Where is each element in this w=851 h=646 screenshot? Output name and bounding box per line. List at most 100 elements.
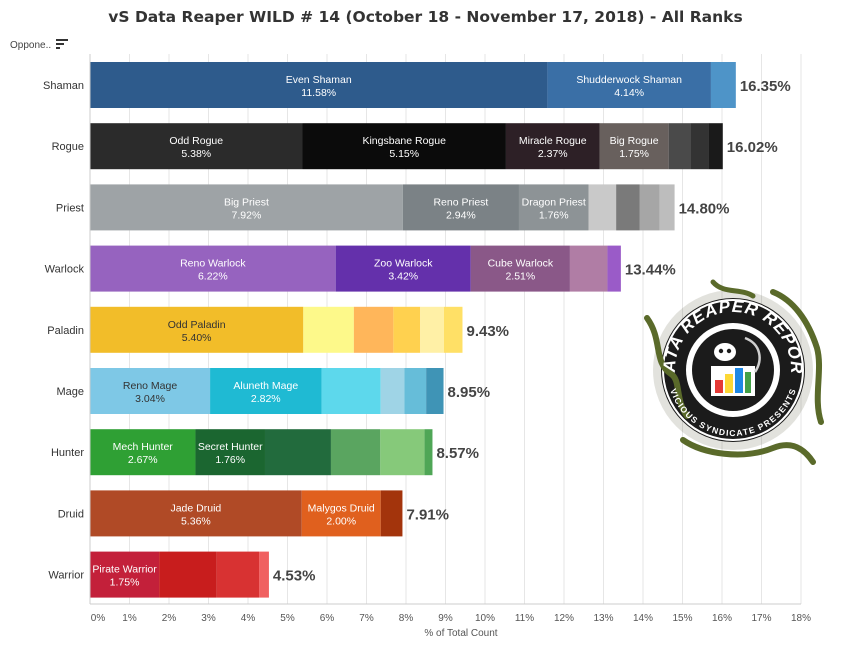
bar-segment: [90, 551, 160, 598]
segment-value-label: 5.36%: [181, 515, 211, 527]
segment-value-label: 1.75%: [619, 148, 649, 160]
segment-value-label: 5.38%: [181, 148, 211, 160]
data-reaper-logo: DATA REAPER REPORT VICIOUS SYNDICATE PRE…: [644, 279, 824, 465]
bar-segment: [321, 368, 381, 414]
logo-bar-chart-icon: [711, 366, 755, 396]
bar-segment: [380, 429, 425, 476]
logo-reaper-icon: [714, 336, 761, 373]
segment-name-label: Big Rogue: [610, 135, 659, 147]
x-tick-label: 18%: [791, 613, 811, 624]
bar-segment: [195, 429, 265, 476]
segment-name-label: Secret Hunter: [198, 441, 263, 453]
segment-value-label: 2.00%: [326, 515, 356, 527]
bar-segment: [402, 184, 519, 231]
bar-segment: [426, 368, 444, 414]
x-tick-label: 10%: [475, 613, 495, 624]
segment-name-label: Miracle Rogue: [519, 135, 587, 147]
bar-segment: [90, 245, 336, 292]
segment-value-label: 5.40%: [182, 332, 212, 344]
bar-segment: [335, 245, 471, 292]
segment-name-label: Malygos Druid: [308, 502, 375, 514]
category-label: Rogue: [52, 141, 84, 153]
bar-segment: [420, 306, 444, 353]
segment-name-label: Mech Hunter: [113, 441, 174, 453]
segment-value-label: 7.92%: [232, 209, 262, 221]
bar-segment: [210, 368, 322, 414]
segment-name-label: Odd Paladin: [168, 319, 226, 331]
bar-segment: [690, 123, 709, 170]
x-tick-label: 14%: [633, 613, 653, 624]
segment-value-label: 1.75%: [110, 577, 140, 589]
category-label: Warlock: [45, 264, 85, 276]
segment-name-label: Odd Rogue: [169, 135, 223, 147]
vine-right: [770, 289, 824, 425]
segment-value-label: 4.14%: [614, 87, 644, 99]
bar-segment: [404, 368, 427, 414]
opponent-column-header[interactable]: Oppone..: [10, 40, 52, 51]
segment-name-label: Kingsbane Rogue: [362, 135, 446, 147]
segment-name-label: Reno Warlock: [180, 258, 246, 270]
chart-title: vS Data Reaper WILD # 14 (October 18 - N…: [108, 8, 743, 26]
bar-segment: [443, 306, 463, 353]
bar-segment: [659, 184, 675, 231]
segment-name-label: Even Shaman: [286, 74, 352, 86]
segment-value-label: 5.15%: [389, 148, 419, 160]
bar-segment: [90, 368, 211, 414]
bar-segment: [424, 429, 433, 476]
bar-segment: [259, 551, 269, 598]
total-label: 9.43%: [466, 323, 509, 340]
segment-name-label: Big Priest: [224, 196, 269, 208]
total-label: 4.53%: [273, 568, 316, 585]
total-label: 13.44%: [625, 262, 676, 279]
total-label: 16.02%: [727, 139, 778, 156]
bar-segment: [393, 306, 421, 353]
bar-segment: [380, 368, 405, 414]
segment-value-label: 2.67%: [128, 454, 158, 466]
category-label: Hunter: [51, 447, 84, 459]
x-axis: 0% 1% 2% 3% 4% 5% 6% 7% 8% 9% 10% 11% 12% 13% 14% 15% 16…: [89, 54, 811, 639]
bar-segment: [569, 245, 608, 292]
bar-segment: [330, 429, 381, 476]
total-label: 8.57%: [436, 445, 479, 462]
bar-segment: [505, 123, 600, 170]
bar-segment: [90, 490, 302, 537]
x-tick-label: 4%: [241, 613, 256, 624]
total-label: 7.91%: [406, 506, 449, 523]
bar-segment: [90, 123, 303, 170]
x-tick-label: 15%: [672, 613, 692, 624]
bar-segment: [90, 429, 196, 476]
bar-segment: [547, 62, 711, 108]
x-tick-label: 17%: [751, 613, 771, 624]
segment-value-label: 1.76%: [215, 454, 245, 466]
bar-segment: [616, 184, 640, 231]
total-label: 14.80%: [679, 200, 730, 217]
segment-name-label: Reno Priest: [433, 196, 488, 208]
category-label: Druid: [58, 508, 84, 520]
bar-segment: [710, 62, 736, 108]
bar-segment: [216, 551, 260, 598]
category-label: Mage: [56, 386, 84, 398]
bar-segment: [90, 62, 548, 108]
bar-segment: [380, 490, 403, 537]
x-tick-label: 16%: [712, 613, 732, 624]
x-tick-label: 9%: [438, 613, 453, 624]
bar-segment: [599, 123, 669, 170]
bar-segment: [588, 184, 617, 231]
bar-segment: [708, 123, 723, 170]
category-label: Warrior: [48, 570, 84, 582]
x-axis-label: % of Total Count: [424, 628, 497, 639]
x-tick-label: 11%: [515, 613, 534, 624]
category-label: Paladin: [47, 325, 84, 337]
segment-value-label: 3.42%: [388, 271, 418, 283]
segment-name-label: Jade Druid: [170, 502, 221, 514]
segment-name-label: Zoo Warlock: [374, 258, 433, 270]
sort-icon[interactable]: [56, 39, 68, 49]
